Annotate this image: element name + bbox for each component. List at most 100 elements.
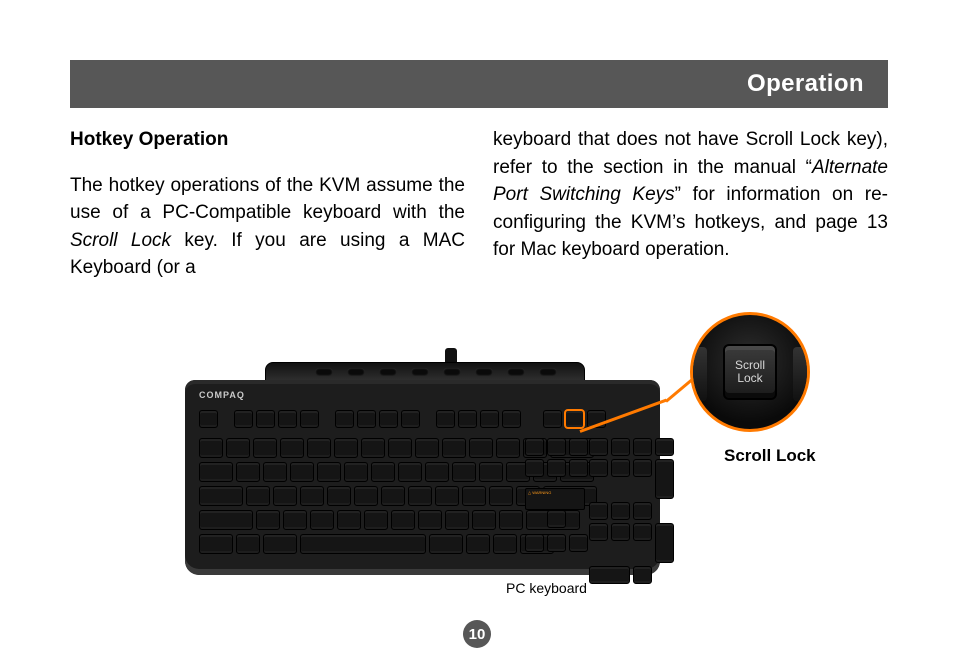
closeup-key-text-line1: Scroll xyxy=(735,358,765,372)
key xyxy=(525,534,544,552)
key xyxy=(357,410,376,428)
key-tab xyxy=(199,462,233,482)
key xyxy=(442,438,466,458)
key xyxy=(354,486,378,506)
key xyxy=(415,438,439,458)
key xyxy=(199,410,218,428)
key-print-screen xyxy=(543,410,562,428)
key xyxy=(425,462,449,482)
key xyxy=(379,410,398,428)
key xyxy=(263,462,287,482)
key xyxy=(337,510,361,530)
key xyxy=(502,410,521,428)
body-columns: Hotkey Operation The hotkey operations o… xyxy=(70,126,888,282)
key xyxy=(611,438,630,456)
closeup-adjacent-key xyxy=(793,347,809,401)
key xyxy=(290,462,314,482)
key xyxy=(569,459,588,477)
page-number: 10 xyxy=(469,626,486,643)
key xyxy=(611,459,630,477)
key-alt-left xyxy=(263,534,297,554)
right-paragraph: keyboard that does not have Scroll Lock … xyxy=(493,126,888,264)
key xyxy=(589,438,608,456)
keyboard-arrows-bottom xyxy=(525,534,588,552)
media-button xyxy=(411,368,429,376)
key xyxy=(334,438,358,458)
left-text-italic: Scroll Lock xyxy=(70,230,171,251)
key xyxy=(307,438,331,458)
key xyxy=(327,486,351,506)
key xyxy=(589,566,630,584)
key xyxy=(469,438,493,458)
key-gap xyxy=(524,410,540,411)
key xyxy=(633,459,652,477)
key xyxy=(226,438,250,458)
key-gap xyxy=(423,410,433,411)
keyboard-numpad xyxy=(589,438,674,584)
key xyxy=(246,486,270,506)
key xyxy=(611,523,630,541)
key xyxy=(569,438,588,456)
key xyxy=(633,438,652,456)
key xyxy=(256,410,275,428)
key xyxy=(300,486,324,506)
keyboard-row-4 xyxy=(199,510,580,530)
key xyxy=(489,486,513,506)
keyboard-brand: COMPAQ xyxy=(199,390,245,400)
keyboard-media-buttons xyxy=(315,368,557,376)
key xyxy=(633,502,652,520)
key xyxy=(525,438,544,456)
closeup-key-text-line2: Lock xyxy=(737,371,762,385)
key xyxy=(589,502,608,520)
closeup-scroll-lock-key: Scroll Lock xyxy=(723,344,777,400)
key xyxy=(472,510,496,530)
keyboard-figure: COMPAQ xyxy=(0,360,954,620)
key-gap xyxy=(322,410,332,411)
subheading: Hotkey Operation xyxy=(70,126,465,154)
page-number-badge: 10 xyxy=(463,620,491,648)
media-button xyxy=(443,368,461,376)
closeup-adjacent-key xyxy=(691,347,707,401)
key xyxy=(466,534,490,554)
key xyxy=(256,510,280,530)
keyboard-warning-label xyxy=(525,488,585,510)
key xyxy=(655,438,674,456)
key xyxy=(388,438,412,458)
keyboard-illustration: COMPAQ xyxy=(185,380,660,575)
key xyxy=(391,510,415,530)
key xyxy=(655,523,674,563)
keyboard-row-5 xyxy=(199,534,554,554)
key xyxy=(364,510,388,530)
key xyxy=(499,510,523,530)
key xyxy=(273,486,297,506)
key xyxy=(300,410,319,428)
key xyxy=(445,510,469,530)
key xyxy=(655,459,674,499)
key xyxy=(569,534,588,552)
key xyxy=(547,459,566,477)
key-alt-right xyxy=(429,534,463,554)
key xyxy=(418,510,442,530)
media-button xyxy=(475,368,493,376)
key xyxy=(371,462,395,482)
key xyxy=(547,534,566,552)
key xyxy=(361,438,385,458)
key-scroll-lock xyxy=(565,410,584,428)
key xyxy=(547,510,566,528)
key-shift-left xyxy=(199,510,253,530)
keyboard-nav-cluster xyxy=(525,438,588,477)
scroll-lock-label: Scroll Lock xyxy=(724,446,816,466)
key-gap xyxy=(221,410,231,411)
key xyxy=(234,410,253,428)
key xyxy=(317,462,341,482)
key xyxy=(633,566,652,584)
media-button xyxy=(539,368,557,376)
media-button xyxy=(347,368,365,376)
key xyxy=(480,410,499,428)
key xyxy=(381,486,405,506)
key xyxy=(278,410,297,428)
media-button xyxy=(379,368,397,376)
key xyxy=(479,462,503,482)
section-title: Operation xyxy=(747,70,864,98)
key xyxy=(253,438,277,458)
